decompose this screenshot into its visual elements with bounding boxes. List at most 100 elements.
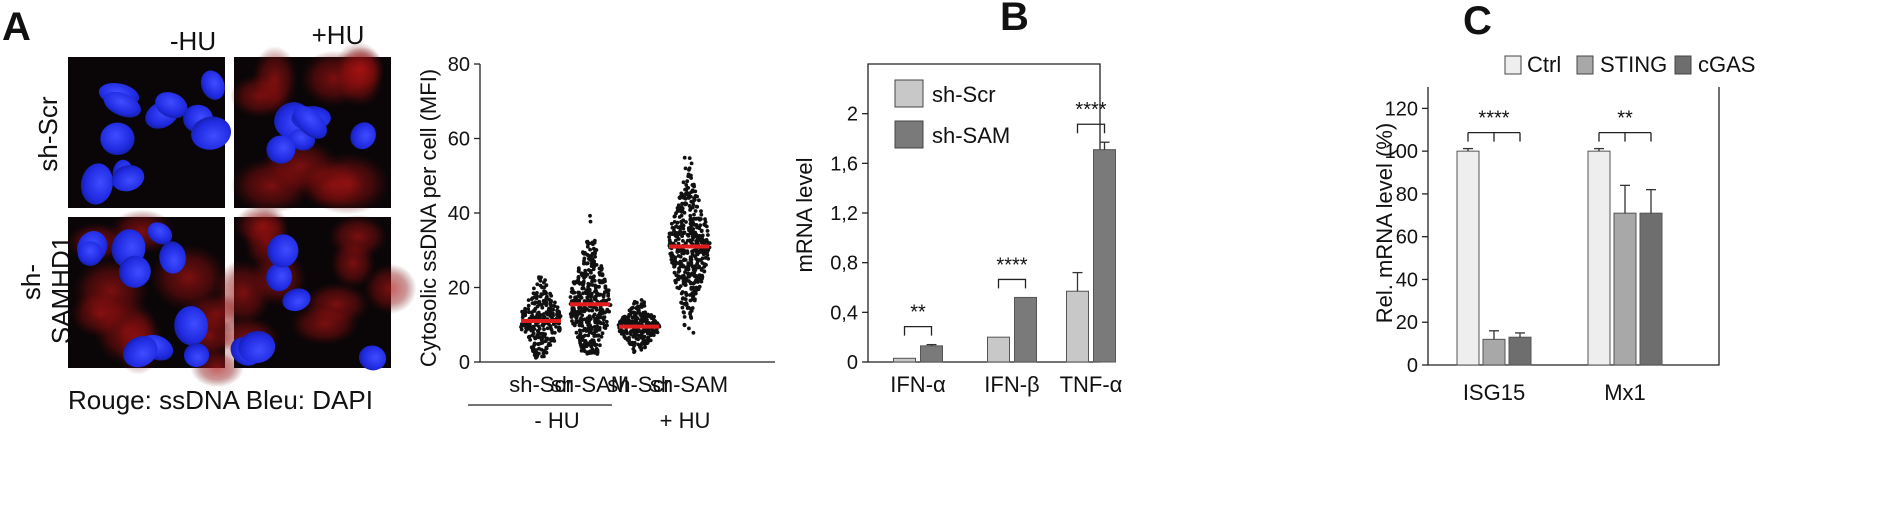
scatter-point [622,317,626,321]
scatter-point [691,202,696,207]
bar-b-significance-label: ** [910,302,926,324]
scatter-point [523,310,528,315]
scatter-point [587,287,592,292]
scatter-point [583,274,588,279]
bar-b-bar-sh-sam [1093,149,1116,363]
bar-b-category-label: IFN-α [890,372,946,397]
scatter-point [595,324,599,329]
scatter-point [674,234,678,238]
scatter-point [590,257,595,261]
scatter-point [543,290,548,294]
scatter-point [705,253,710,257]
bar-c-significance-label: **** [1478,108,1509,130]
scatter-point [654,328,659,333]
scatter-point [702,241,707,246]
scatter-point [630,342,634,347]
scatter-point [590,331,595,335]
bar-b-significance-bracket [903,325,933,336]
scatter-point [580,313,585,318]
scatter-point [690,306,695,310]
bar-b-y-tick-label: 1,6 [830,153,858,175]
scatter-point [605,309,609,314]
scatter-point [542,280,546,285]
scatter-point [582,299,587,303]
scatter-point [684,267,689,272]
scatter-point [593,295,597,300]
scatter-point [586,253,591,258]
bar-c-bar-ctrl [1587,150,1611,366]
scatter-point [570,319,574,323]
scatter-point [592,264,597,269]
scatter-point [558,314,563,318]
scatter-point [683,201,688,206]
scatter-point [553,300,557,305]
scatter-point [531,345,536,350]
scatter-point [682,210,687,215]
scatter-point [577,305,581,310]
scatter-point [527,310,531,315]
scatter-point [574,311,578,315]
scatter-point [606,293,610,298]
scatter-point [678,194,683,199]
scatter-point [545,337,549,342]
scatter-point [597,328,602,332]
scatter-category-label: sh-Scr [607,372,671,397]
scatter-point [627,308,632,313]
scatter-point [689,257,694,262]
scatter-point [538,283,543,288]
scatter-point [557,328,562,333]
scatter-point [693,217,698,221]
scatter-point [619,319,623,324]
scatter-point [587,319,591,324]
scatter-point [549,299,553,303]
scatter-point [596,333,601,338]
panel-letter-a: A [2,5,31,49]
scatter-point [544,296,549,301]
scatter-point [687,326,691,331]
scatter-point [549,293,554,298]
scatter-point [580,286,585,291]
scatter-point [689,190,694,195]
scatter-point [678,254,683,259]
scatter-point [604,319,609,324]
scatter-point [593,251,597,256]
scatter-point [655,321,660,326]
scatter-point [530,328,535,332]
scatter-point [624,320,628,324]
scatter-point [546,322,551,326]
nucleus [293,105,327,139]
scatter-point [526,298,531,302]
bar-c-bar-cgas [1508,336,1532,366]
scatter-point [548,337,553,342]
col-label-minus-hu: -HU [170,26,216,56]
bar-c-y-tick-label: 60 [1396,227,1418,249]
scatter-point [540,354,544,359]
scatter-point [579,295,584,300]
bar-b-bar-sh-scr [893,357,916,363]
scatter-point [549,303,553,308]
scatter-point [679,213,684,218]
scatter-point [668,251,673,256]
ssdna-signal [251,46,298,113]
nucleus [267,234,299,268]
scatter-point [621,332,626,336]
scatter-point [585,351,590,356]
scatter-point [588,247,592,252]
bar-b-category-label: TNF-α [1060,372,1123,397]
scatter-point [688,293,692,297]
scatter-point [693,280,697,285]
scatter-point [690,237,695,242]
scatter-point [630,305,635,310]
scatter-point [676,276,681,281]
scatter-point [686,305,691,310]
scatter-point [675,248,680,253]
scatter-point [639,347,644,352]
scatter-category-label: sh-SAM [551,372,629,397]
scatter-point [587,341,591,346]
scatter-point [551,304,556,308]
scatter-point [679,191,684,196]
bar-c-y-axis-label: Rel. mRNA level (%) [1372,123,1397,323]
scatter-point [550,330,555,335]
scatter-y-tick-label: 0 [459,352,470,374]
scatter-point [705,229,710,233]
